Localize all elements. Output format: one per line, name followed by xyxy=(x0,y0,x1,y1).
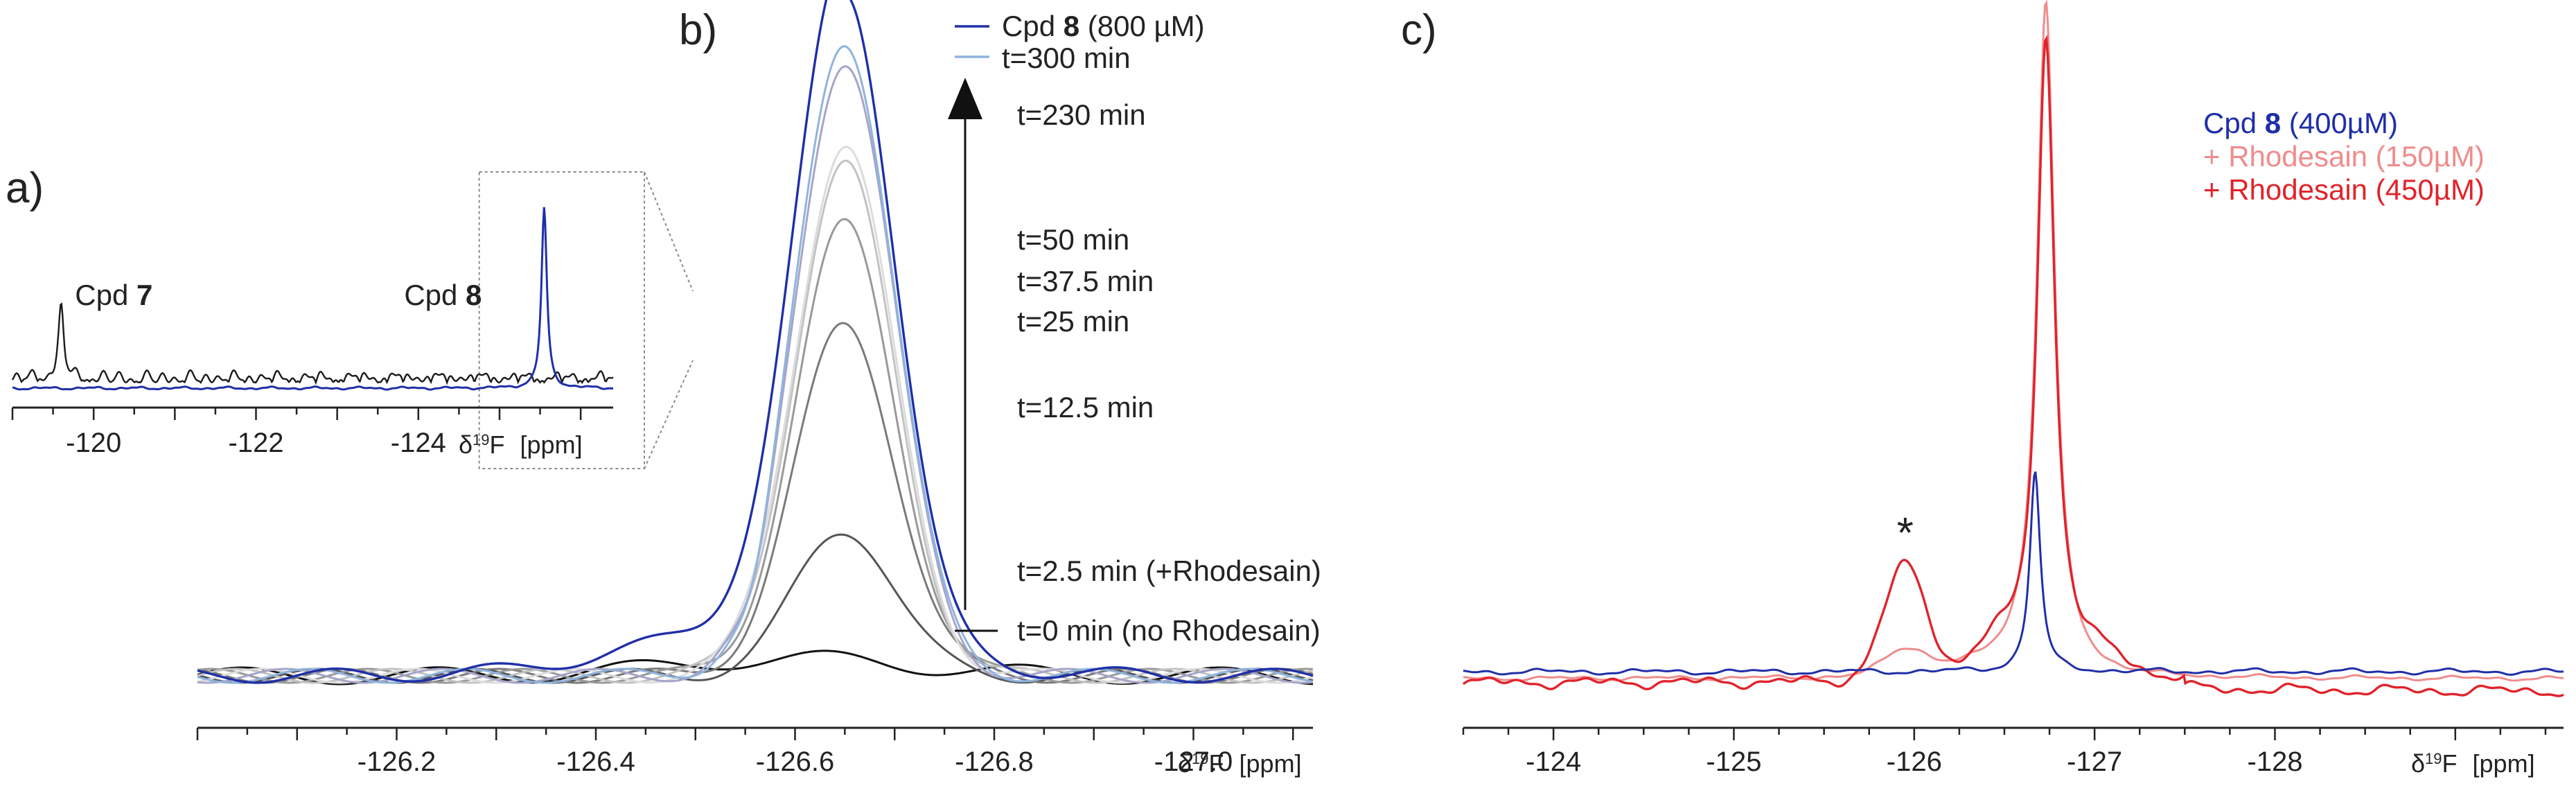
zoom-box xyxy=(478,171,645,469)
x-tick-label-b: -126.4 xyxy=(556,747,635,777)
legend-label-c-1: + Rhodesain (150µM) xyxy=(2203,140,2485,173)
x-tick-label-c: -125 xyxy=(1706,747,1761,777)
x-tick-label-b: -126.2 xyxy=(358,747,436,777)
panel-c: * Cpd 8 (400µM)+ Rhodesain (150µM)+ Rhode… xyxy=(1462,0,2564,778)
legend-bold: 8 xyxy=(1064,10,1079,42)
peak-label-bold: 8 xyxy=(466,279,482,311)
time-annotation: t=2.5 min (+Rhodesain) xyxy=(1017,555,1321,587)
time-annotation: t=37.5 min xyxy=(1017,265,1154,297)
panel-b: Cpd 8 (800 µM)t=300 min t=230 min t=50 min… xyxy=(196,0,1321,778)
x-tick-label-b: -126.6 xyxy=(756,747,834,777)
legend-c-text: Cpd xyxy=(2203,107,2265,139)
zoom-connector-top xyxy=(644,171,694,292)
peak-label-text: Cpd xyxy=(75,279,136,311)
legend-label-c-0: Cpd 8 (400µM) xyxy=(2203,107,2398,139)
axis-nucleus: F xyxy=(1209,749,1224,778)
axis-unit: [ppm] xyxy=(520,430,583,459)
time-annotation: t=230 min xyxy=(1017,98,1146,131)
axis-unit: [ppm] xyxy=(2473,749,2535,778)
legend-suffix: (800 µM) xyxy=(1079,10,1205,42)
peak-label-a-0: Cpd 7 xyxy=(75,279,152,311)
legend-text: Cpd xyxy=(1002,10,1064,42)
x-tick-label-a: -122 xyxy=(228,428,283,458)
legend-c-text: + Rhodesain (150µM) xyxy=(2203,140,2485,173)
x-tick-label-b: -127.0 xyxy=(1154,747,1233,777)
panel-a-label: a) xyxy=(6,164,44,212)
x-tick-label-c: -126 xyxy=(1887,747,1942,777)
axis-superscript: 19 xyxy=(2425,750,2442,767)
axis-delta: δ xyxy=(2411,749,2425,778)
spectrum-c-series-1 xyxy=(1463,0,2564,682)
panel-b-label: b) xyxy=(679,6,717,54)
spectrum-c-series-0 xyxy=(1463,471,2564,676)
x-axis-title: δ19F [ppm] xyxy=(2411,749,2535,778)
time-annotation: t=25 min xyxy=(1017,305,1129,338)
time-annotation: t=50 min xyxy=(1017,223,1129,256)
axis-delta: δ xyxy=(459,430,473,459)
x-tick-label-a: -120 xyxy=(66,428,121,458)
spectrum-b-series-8 xyxy=(197,0,1314,684)
spectrum-b-series-4 xyxy=(197,159,1314,684)
legend-c-text: + Rhodesain (450µM) xyxy=(2203,173,2485,206)
time-annotation: t=0 min (no Rhodesain) xyxy=(1017,614,1321,647)
x-tick-label-b: -126.8 xyxy=(955,747,1033,777)
axis-superscript: 19 xyxy=(1192,750,1208,767)
peak-label-a-1: Cpd 8 xyxy=(404,279,482,311)
legend-c-bold: 8 xyxy=(2265,107,2281,139)
panel-c-label: c) xyxy=(1401,6,1437,54)
x-tick-label-a: -124 xyxy=(391,428,446,458)
x-tick-label-c: -128 xyxy=(2247,747,2302,777)
legend-label-c-2: + Rhodesain (450µM) xyxy=(2203,173,2485,206)
spectrum-a-series-1 xyxy=(12,207,614,391)
axis-superscript: 19 xyxy=(473,431,489,448)
spectrum-b-series-7 xyxy=(197,45,1314,684)
spectrum-c-series-2 xyxy=(1462,35,2564,697)
x-axis-title: δ19F [ppm] xyxy=(459,430,583,459)
zoom-connector-bottom xyxy=(644,360,694,469)
axis-nucleus: F xyxy=(2442,749,2458,778)
axis-nucleus: F xyxy=(490,430,505,459)
x-tick-label-c: -124 xyxy=(1526,747,1581,777)
peak-label-text: Cpd xyxy=(404,279,466,311)
panel-a: Cpd 7 Cpd 8-120 -122 -124 δ19F [ppm] xyxy=(11,171,694,469)
legend-label-final: Cpd 8 (800 µM) xyxy=(1002,10,1205,42)
spectrum-a-series-0 xyxy=(11,302,614,385)
time-annotation: t=12.5 min xyxy=(1017,391,1154,424)
time-arrow-head xyxy=(948,78,982,119)
legend-label-300: t=300 min xyxy=(1002,42,1131,74)
axis-unit: [ppm] xyxy=(1240,749,1302,778)
side-peak-asterisk: * xyxy=(1897,509,1914,557)
peak-label-bold: 7 xyxy=(136,279,152,311)
x-tick-label-c: -127 xyxy=(2067,747,2122,777)
x-axis-title: δ19F [ppm] xyxy=(1178,749,1302,778)
axis-delta: δ xyxy=(1178,749,1192,778)
legend-c-suffix: (400µM) xyxy=(2281,107,2398,139)
